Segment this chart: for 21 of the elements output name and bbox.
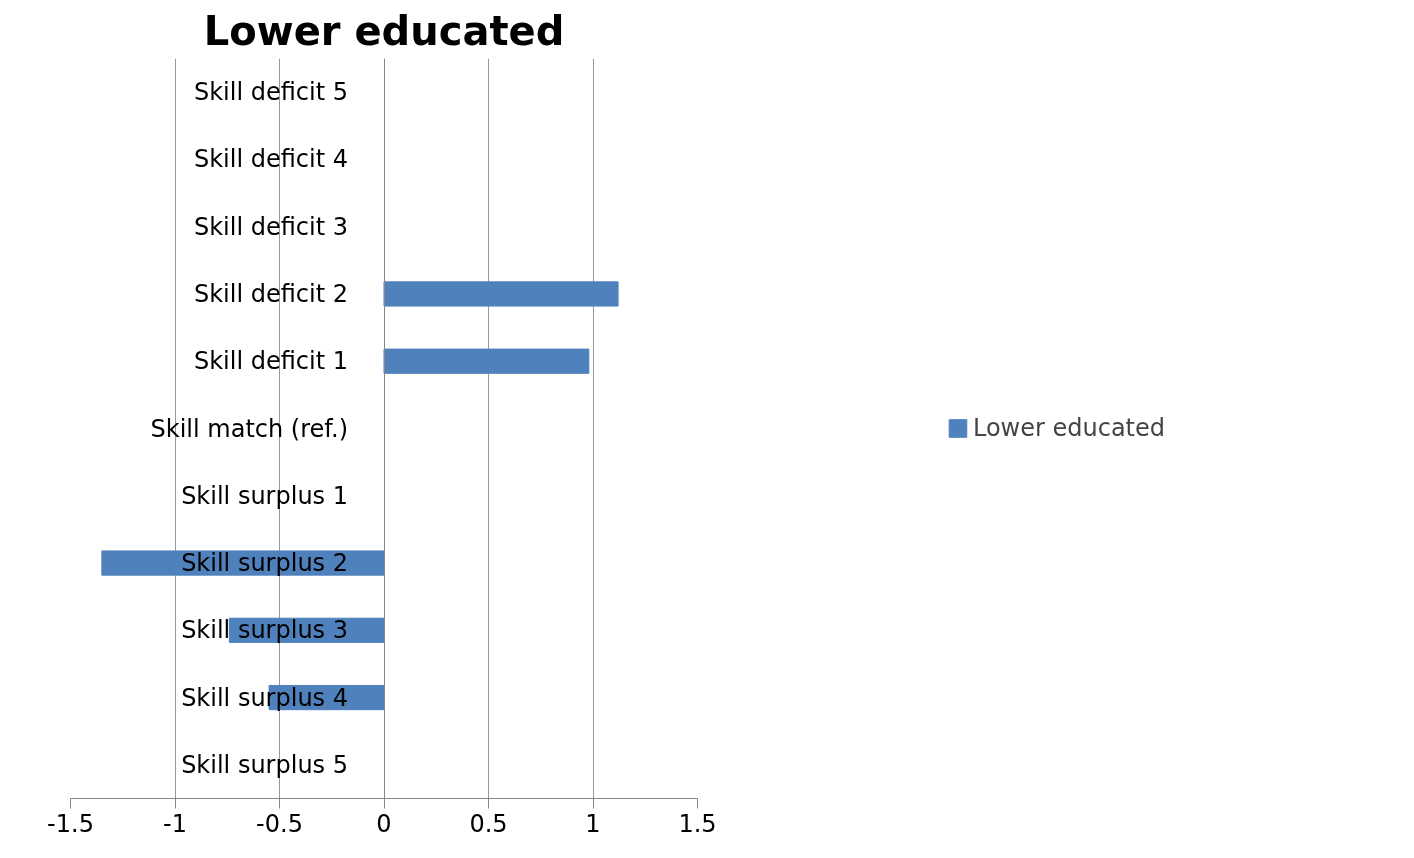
y-tick-label: Skill surplus 5 (181, 750, 349, 779)
x-tick-label: 0.5 (469, 809, 508, 838)
y-tick-label: Skill deficit 1 (193, 347, 349, 376)
y-tick-label: Skill deficit 2 (193, 279, 349, 308)
y-tick-label: Skill match (ref.) (150, 414, 349, 443)
x-tick-label: -1.5 (47, 809, 94, 838)
x-tick-label: 1 (585, 809, 601, 838)
y-tick-label: Skill deficit 3 (193, 212, 349, 241)
y-tick-label: Skill surplus 3 (181, 616, 349, 645)
y-tick-label: Skill surplus 1 (181, 481, 349, 510)
y-tick-label: Skill surplus 2 (181, 549, 349, 578)
x-tick-label: -0.5 (256, 809, 303, 838)
x-tick-label: 1.5 (678, 809, 717, 838)
bar (383, 348, 590, 374)
x-tick-label: 0 (376, 809, 392, 838)
legend-label: Lower educated (972, 414, 1166, 442)
y-tick-label: Skill deficit 4 (193, 145, 349, 174)
bar (383, 281, 619, 307)
chart-title: Lower educated (203, 7, 565, 54)
y-tick-label: Skill deficit 5 (193, 78, 349, 107)
x-tick-label: -1 (163, 809, 187, 838)
